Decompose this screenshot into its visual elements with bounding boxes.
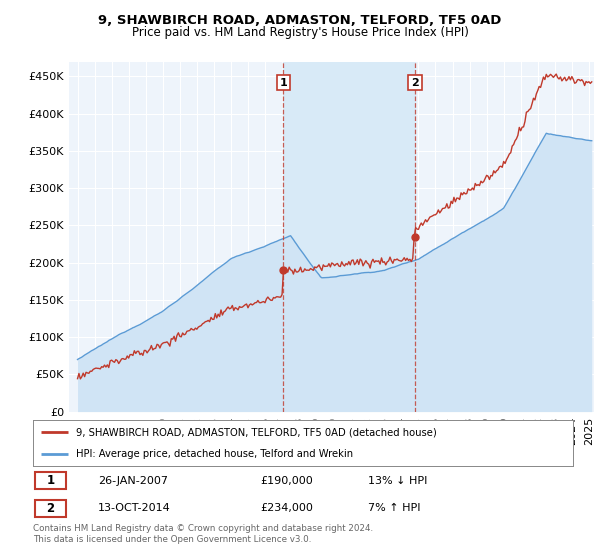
Text: 26-JAN-2007: 26-JAN-2007 [98, 476, 168, 486]
FancyBboxPatch shape [35, 472, 66, 489]
Text: 9, SHAWBIRCH ROAD, ADMASTON, TELFORD, TF5 0AD (detached house): 9, SHAWBIRCH ROAD, ADMASTON, TELFORD, TF… [76, 427, 437, 437]
Text: 2: 2 [411, 78, 419, 87]
Text: £234,000: £234,000 [260, 503, 313, 513]
Text: Contains HM Land Registry data © Crown copyright and database right 2024.
This d: Contains HM Land Registry data © Crown c… [33, 524, 373, 544]
FancyBboxPatch shape [35, 500, 66, 517]
Text: £190,000: £190,000 [260, 476, 313, 486]
Text: 1: 1 [46, 474, 55, 487]
Text: 1: 1 [280, 78, 287, 87]
Text: 9, SHAWBIRCH ROAD, ADMASTON, TELFORD, TF5 0AD: 9, SHAWBIRCH ROAD, ADMASTON, TELFORD, TF… [98, 14, 502, 27]
Text: HPI: Average price, detached house, Telford and Wrekin: HPI: Average price, detached house, Telf… [76, 449, 353, 459]
Bar [283, 62, 415, 412]
Text: 13-OCT-2014: 13-OCT-2014 [98, 503, 170, 513]
Text: Price paid vs. HM Land Registry's House Price Index (HPI): Price paid vs. HM Land Registry's House … [131, 26, 469, 39]
Text: 13% ↓ HPI: 13% ↓ HPI [368, 476, 427, 486]
Text: 7% ↑ HPI: 7% ↑ HPI [368, 503, 420, 513]
Text: 2: 2 [46, 502, 55, 515]
